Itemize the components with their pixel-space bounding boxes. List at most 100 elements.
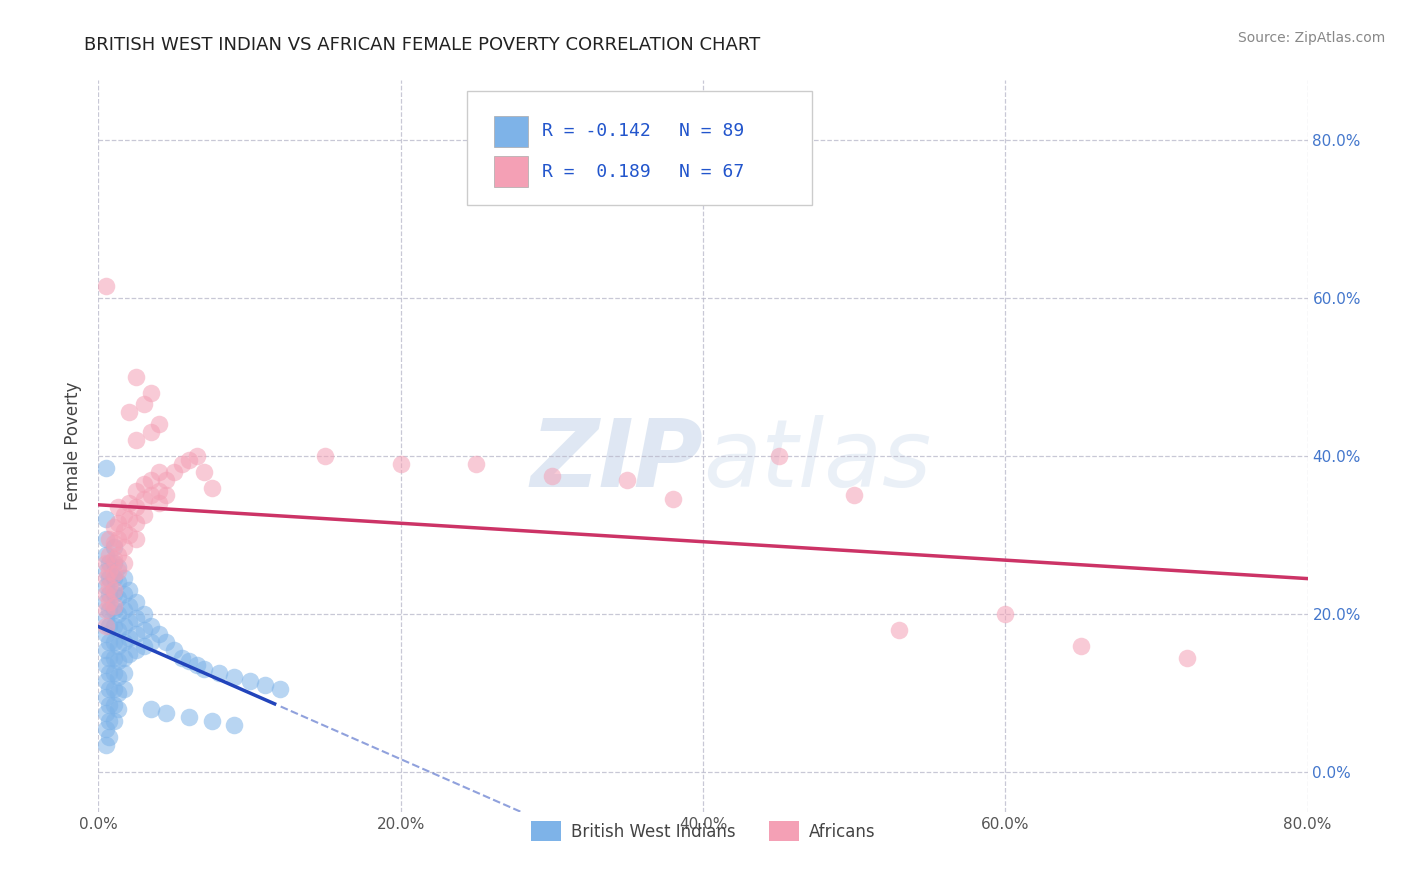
Point <box>1070 639 1092 653</box>
Point <box>107 686 129 700</box>
Point <box>141 702 163 716</box>
Point <box>98 682 121 697</box>
Text: Source: ZipAtlas.com: Source: ZipAtlas.com <box>1237 31 1385 45</box>
Point <box>107 623 129 637</box>
Point <box>125 642 148 657</box>
Point <box>170 457 193 471</box>
Point <box>103 619 125 633</box>
Point <box>98 730 121 744</box>
Point <box>103 551 125 566</box>
Point <box>112 682 135 697</box>
Point <box>98 564 121 578</box>
Text: N = 89: N = 89 <box>679 122 744 140</box>
Point <box>94 278 117 293</box>
Point <box>141 385 163 400</box>
Point <box>193 662 215 676</box>
Point <box>155 706 177 720</box>
Point <box>103 599 125 614</box>
Point <box>661 492 683 507</box>
Point <box>389 457 412 471</box>
Point <box>889 623 911 637</box>
Point <box>141 634 163 648</box>
Point <box>94 706 117 720</box>
Point <box>125 433 148 447</box>
Point <box>103 520 125 534</box>
Point <box>132 492 155 507</box>
Point <box>148 484 170 499</box>
Point <box>103 634 125 648</box>
Point <box>112 634 135 648</box>
Point <box>103 556 125 570</box>
Point <box>314 449 336 463</box>
Point <box>112 650 135 665</box>
Point <box>141 619 163 633</box>
Point <box>155 634 177 648</box>
Point <box>132 607 155 621</box>
Text: BRITISH WEST INDIAN VS AFRICAN FEMALE POVERTY CORRELATION CHART: BRITISH WEST INDIAN VS AFRICAN FEMALE PO… <box>84 36 761 54</box>
Point <box>94 571 117 585</box>
Point <box>103 536 125 550</box>
Point <box>94 564 117 578</box>
Point <box>107 559 129 574</box>
Point <box>107 575 129 590</box>
Point <box>148 465 170 479</box>
Point <box>201 714 224 728</box>
Point <box>94 460 117 475</box>
Point <box>179 710 201 724</box>
Point <box>94 548 117 562</box>
Point <box>179 655 201 669</box>
Y-axis label: Female Poverty: Female Poverty <box>65 382 83 510</box>
Point <box>98 571 121 585</box>
Point <box>125 369 148 384</box>
Point <box>155 488 177 502</box>
Point <box>107 516 129 530</box>
Point <box>103 666 125 681</box>
Point <box>112 524 135 538</box>
Point <box>98 650 121 665</box>
Point <box>107 532 129 546</box>
Point <box>94 619 117 633</box>
Point <box>616 473 638 487</box>
Point <box>98 595 121 609</box>
Point <box>94 611 117 625</box>
Point <box>103 698 125 712</box>
Point <box>125 500 148 515</box>
Legend: British West Indians, Africans: British West Indians, Africans <box>524 814 882 847</box>
Point <box>768 449 790 463</box>
Point <box>224 670 246 684</box>
Point <box>103 571 125 585</box>
Point <box>107 591 129 606</box>
Point <box>103 714 125 728</box>
Point <box>94 587 117 601</box>
Point <box>94 512 117 526</box>
Point <box>98 556 121 570</box>
Point <box>465 457 488 471</box>
Point <box>125 627 148 641</box>
Point <box>994 607 1017 621</box>
Point <box>103 540 125 554</box>
Point <box>112 540 135 554</box>
Point <box>94 642 117 657</box>
Point <box>125 611 148 625</box>
Point <box>118 583 141 598</box>
Point <box>107 639 129 653</box>
Point <box>107 548 129 562</box>
Point <box>98 579 121 593</box>
Text: ZIP: ZIP <box>530 415 703 507</box>
Point <box>107 670 129 684</box>
Point <box>201 481 224 495</box>
Point <box>132 397 155 411</box>
Point <box>132 476 155 491</box>
FancyBboxPatch shape <box>467 91 811 204</box>
Point <box>118 647 141 661</box>
Point <box>98 634 121 648</box>
Text: N = 67: N = 67 <box>679 162 744 181</box>
FancyBboxPatch shape <box>494 116 527 147</box>
Point <box>107 564 129 578</box>
Point <box>148 627 170 641</box>
Point <box>163 465 186 479</box>
Point <box>107 702 129 716</box>
Point <box>170 650 193 665</box>
Point <box>98 548 121 562</box>
Point <box>118 528 141 542</box>
